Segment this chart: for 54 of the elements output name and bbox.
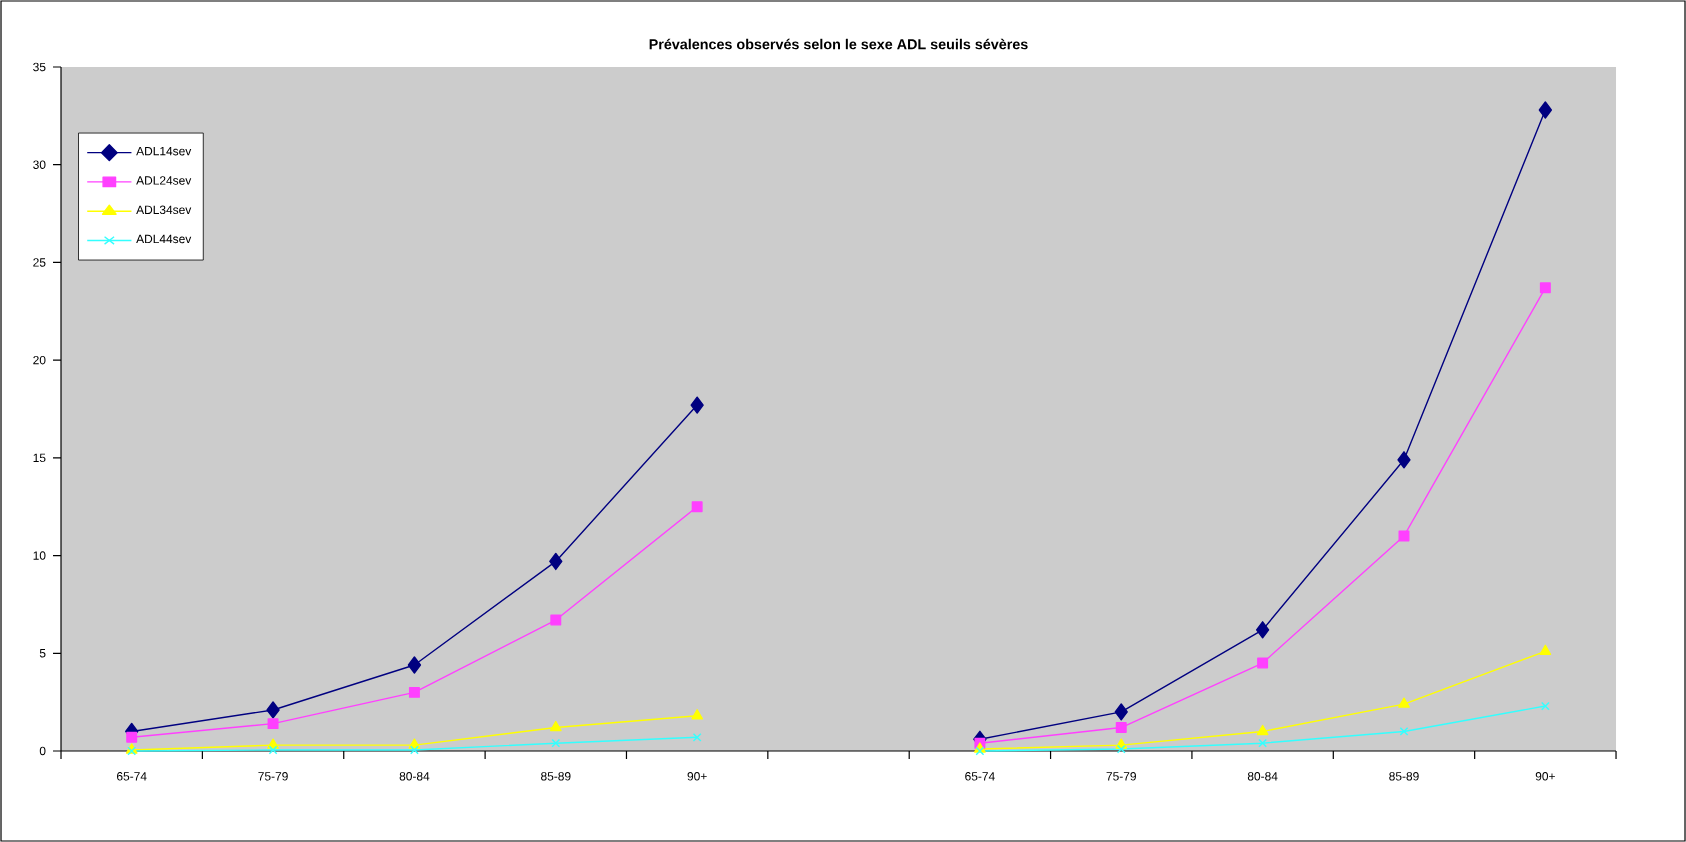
x-tick-label: 75-79 [1106, 772, 1136, 781]
legend-label: ADL34sev [136, 205, 192, 214]
y-tick-label: 25 [33, 258, 46, 267]
point [550, 614, 562, 626]
legend-label: ADL14sev [136, 147, 192, 156]
y-tick-label: 20 [33, 355, 46, 365]
point [691, 501, 703, 513]
x-tick-label: 90+ [687, 772, 707, 781]
y-tick-label: 15 [33, 453, 46, 463]
point [691, 709, 704, 720]
chart-title: Prévalences observés selon le sexe ADL seuils sévères [649, 38, 1028, 50]
y-tick-label: 10 [33, 551, 46, 560]
point [1114, 703, 1128, 721]
point [1397, 451, 1411, 469]
point [1538, 101, 1553, 119]
x-tick-label: 85-89 [541, 772, 571, 781]
point [1115, 722, 1127, 734]
point [692, 732, 702, 742]
point [1540, 701, 1550, 711]
y-tick-label: 0 [39, 746, 46, 756]
point [1256, 724, 1269, 736]
point [1255, 621, 1270, 639]
point [1539, 644, 1552, 656]
point [975, 746, 985, 756]
point [549, 720, 562, 732]
y-tick-label: 5 [39, 649, 46, 658]
x-tick-label: 80-84 [399, 772, 430, 781]
legend-label: ADL44sev [136, 234, 192, 244]
x-tick-label: 65-74 [965, 772, 995, 781]
point [1257, 657, 1269, 669]
point [1116, 744, 1126, 754]
x-tick-label: 65-74 [117, 772, 147, 781]
point [407, 656, 422, 674]
legend-label: ADL24sev [136, 176, 192, 185]
point [1258, 738, 1267, 748]
y-tick-label: 35 [33, 62, 46, 72]
x-tick-label: 90+ [1535, 772, 1555, 781]
x-tick-label: 85-89 [1389, 772, 1419, 781]
x-tick-label: 80-84 [1247, 772, 1278, 781]
point [551, 738, 561, 748]
point [126, 731, 138, 743]
point [1398, 530, 1410, 542]
x-tick-label: 75-79 [258, 772, 288, 781]
point [1399, 727, 1409, 736]
y-tick-label: 30 [33, 160, 46, 169]
point [410, 745, 419, 755]
point [549, 552, 563, 571]
point [1398, 697, 1410, 708]
point [266, 701, 280, 719]
point [690, 396, 704, 414]
point [1539, 282, 1551, 294]
point [408, 686, 420, 698]
point [267, 718, 279, 730]
point [268, 745, 278, 755]
